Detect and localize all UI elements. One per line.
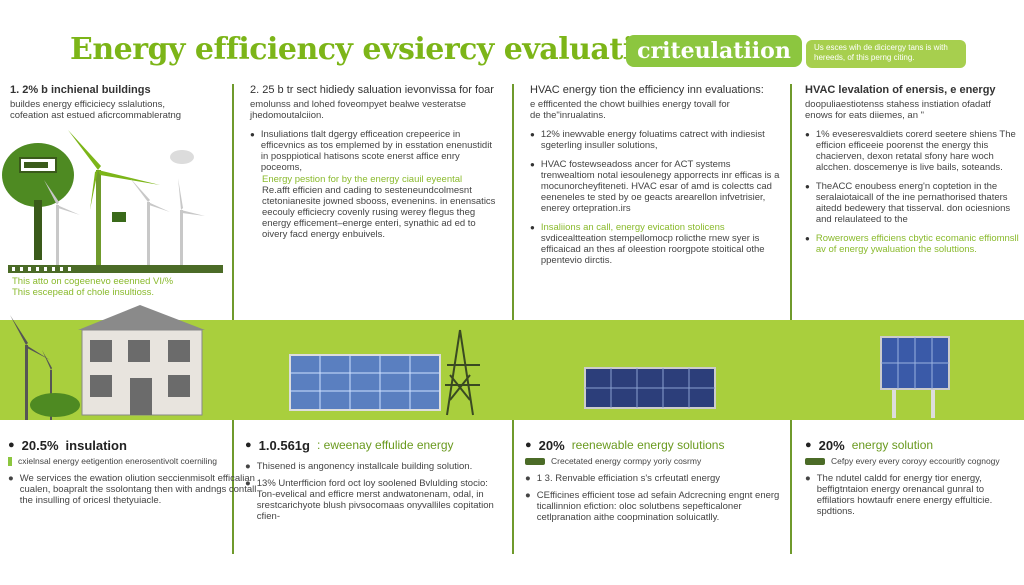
stat-energy-solution: ● 20% energy solution Cefpy every every co…	[805, 438, 1017, 517]
stat-heading: ● 20% energy solution	[805, 438, 934, 453]
bullet-item: ● TheACC enoubess energ'n coptetion in th…	[805, 180, 1011, 225]
stat-line: Crecetated energy cormpy yoriy cosrmy	[525, 456, 780, 467]
stat-insulation: ● 20.5% insulation cxielnsal energy eetige…	[8, 438, 258, 506]
wind-turbine-icon	[10, 315, 52, 420]
column-line: buildes energy efficiciecy sslalutions,	[10, 98, 166, 110]
caption-line: This escepead of chole insultioss.	[12, 287, 155, 298]
column-heading: 1. 2% b inchienal buildings	[10, 84, 151, 96]
column-heading: 2. 25 b tr sect hidiedy saluation ievonv…	[250, 84, 494, 96]
wind-turbine-icon	[44, 178, 205, 265]
buildings-caption: This atto on cogeenevo eeenned VI/% This…	[12, 276, 227, 298]
bullet-item: ● 1 3. Renvable efficiation s's crfeutatl…	[525, 472, 721, 484]
column-line: cofeation ast estued aficrcommableratng	[10, 109, 182, 121]
column-line: enows for eats diiemes, an "	[805, 109, 925, 121]
solar-panel-illustration	[289, 329, 480, 416]
solar-panel-illustration	[880, 336, 950, 418]
stat-renewable: ● 20% reenewable energy solutions Crecetat…	[525, 438, 780, 523]
cloud-icon	[170, 150, 194, 164]
bullet-item: ● CEfficines efficient tose ad sefain Adc…	[525, 489, 780, 523]
power-pylon-icon	[445, 329, 480, 416]
tree-icon	[2, 143, 74, 207]
bullet-item: ● We services the ewation oliution seccie…	[8, 472, 257, 506]
column-buildings: 1. 2% b inchienal buildings buildes ener…	[10, 84, 225, 324]
wind-farm-illustration	[2, 130, 223, 273]
bullet-item: ● 12% inewvable energy foluatims catrect …	[530, 128, 765, 151]
house-illustration	[10, 305, 205, 420]
column-line: emolunss and lohed foveompyet bealwe ves…	[250, 98, 466, 110]
column-heading: HVAC levalation of enersis, e energy	[805, 84, 996, 96]
house-roof	[78, 305, 205, 330]
solar-panel-icon	[880, 336, 950, 418]
wind-turbine-icon	[68, 130, 160, 265]
column-divider	[232, 84, 234, 554]
stat-heading: ● 20.5% insulation	[8, 438, 127, 453]
bullet-item-highlight: Energy pestion for by the energy ciauil …	[262, 173, 463, 185]
bullet-item: ● Thisened is angonency installcale build…	[245, 461, 473, 472]
caption-line: This atto on cogeenevo eeenned VI/%	[12, 276, 174, 287]
column-line: jhedomoutalciion.	[250, 109, 324, 121]
page-title: Energy efficiency evsiercy evaluation	[70, 32, 675, 67]
column-energy: HVAC levalation of enersis, e energy doo…	[805, 84, 1020, 324]
stat-heading: ● 20% reenewable energy solutions	[525, 438, 725, 453]
stat-efficiency: ● 1.0.561g: eweenay effulide energy ● This…	[245, 438, 505, 522]
progress-strip	[8, 265, 223, 273]
column-heading: HVAC energy tion the efficiency inn eval…	[530, 84, 764, 96]
header: Energy efficiency evsiercy evaluation cr…	[0, 0, 1024, 78]
column-line: de the"inrualatins.	[530, 109, 606, 121]
bullet-item: ● Insaliions an call, energy evication st…	[530, 221, 765, 266]
solar-panel-icon	[289, 354, 441, 411]
bullet-item: ● 1% eveseresvaldiets corerd seetere shie…	[805, 128, 1016, 173]
bullet-item: ● 13% Unterfficion ford oct loy soolened …	[245, 478, 494, 522]
bullet-item: Re.afft efficien and cading to sesteneun…	[262, 184, 496, 240]
stat-line: Cefpy every every coroyy eccouritly cogn…	[805, 456, 1017, 467]
bullet-item: ● The ndutel caldd for energy tior energy…	[805, 472, 993, 517]
stat-heading: ● 1.0.561g: eweenay effulide energy	[245, 438, 454, 453]
stat-line: cxielnsal energy eetigention enerosentiv…	[8, 456, 258, 467]
column-divider	[790, 84, 792, 554]
bullet-item: ● Insuliations tlalt dgergy efficeation c…	[250, 128, 492, 173]
column-divider	[512, 84, 514, 554]
bullet-item-highlight: ● Rowerowers efficiens cbytic ecomanic ef…	[805, 232, 1019, 255]
column-line: e effficented the chowt builhies energy …	[530, 98, 730, 110]
title-note: Us esces wih de dicicergy tans is with h…	[806, 40, 966, 68]
column-line: doopuliaestiotenss stahess instiation of…	[805, 98, 991, 110]
solar-panel-icon	[584, 367, 716, 409]
title-pill: criteulatiion	[626, 35, 802, 67]
solar-panel-illustration	[584, 367, 716, 409]
bullet-item: ● HVAC fostewseadoss ancer for ACT system…	[530, 158, 780, 214]
column-solar: 2. 25 b tr sect hidiedy saluation ievonv…	[250, 84, 500, 324]
column-hvac: HVAC energy tion the efficiency inn eval…	[530, 84, 780, 324]
